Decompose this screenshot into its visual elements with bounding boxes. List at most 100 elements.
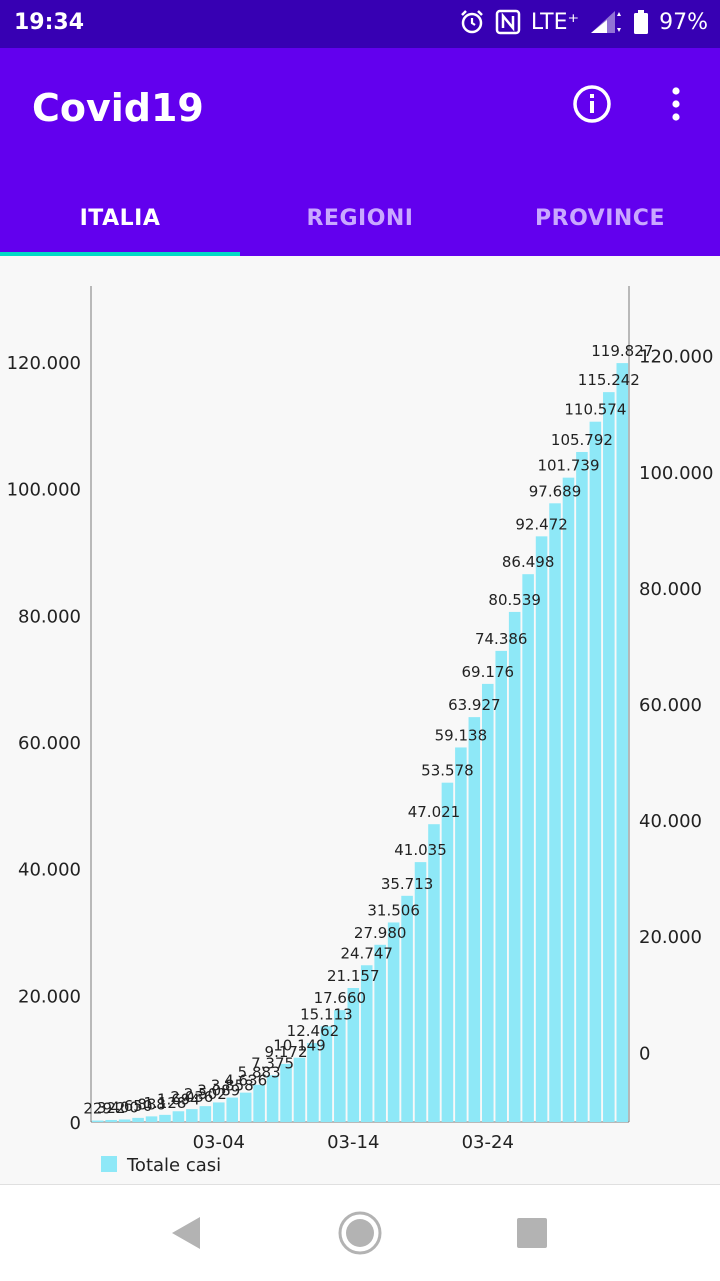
- right-tick-label: 80.000: [639, 579, 702, 600]
- bar-data-label: 53.578: [421, 762, 474, 780]
- info-icon[interactable]: [572, 84, 612, 124]
- bar: [226, 1097, 239, 1122]
- bar-data-label: 1.694: [157, 1090, 200, 1108]
- bar-data-label: 27.980: [354, 924, 407, 942]
- left-tick-label: 20.000: [18, 986, 81, 1007]
- bar: [428, 824, 440, 1122]
- bar-data-label: 59.138: [435, 726, 488, 744]
- bar: [508, 611, 521, 1122]
- bar-data-label: 74.386: [475, 630, 528, 648]
- recent-apps-icon[interactable]: [508, 1209, 556, 1257]
- bar-data-label: 12.462: [287, 1022, 340, 1040]
- bar: [307, 1043, 319, 1122]
- status-icons: LTE⁺ 97%: [459, 9, 708, 35]
- legend-label: Totale casi: [126, 1155, 221, 1176]
- bar: [387, 922, 400, 1122]
- totale-casi-chart[interactable]: 0 20.000 40.000 60.000 80.000 100.000 120.000 0…: [0, 256, 720, 1184]
- right-tick-label: 100.000: [639, 463, 713, 484]
- tab-italia[interactable]: ITALIA: [79, 205, 161, 231]
- bar: [374, 944, 386, 1122]
- bar-data-label: 97.689: [529, 482, 582, 500]
- bar: [266, 1075, 279, 1122]
- right-tick-label: 20.000: [639, 927, 702, 948]
- more-options-icon[interactable]: [662, 84, 690, 124]
- left-tick-label: 0: [70, 1113, 81, 1134]
- bar-data-label: 24.747: [340, 944, 393, 962]
- bar: [535, 536, 548, 1122]
- bar: [280, 1063, 292, 1122]
- bar: [589, 421, 602, 1122]
- bar-data-label: 15.113: [300, 1005, 353, 1023]
- right-tick-label: 0: [639, 1043, 650, 1064]
- bar: [105, 1119, 117, 1122]
- bar-data-label: 115.242: [578, 371, 640, 389]
- bar: [199, 1106, 212, 1122]
- bar: [132, 1117, 144, 1122]
- bar: [293, 1057, 306, 1122]
- bar-data-label: 69.176: [462, 663, 515, 681]
- x-tick-label: 03-04: [193, 1132, 245, 1153]
- bar-data-label: 31.506: [367, 901, 420, 919]
- bar-data-label: 2.036: [170, 1088, 213, 1106]
- right-tick-label: 60.000: [639, 695, 702, 716]
- x-tick-label: 03-24: [462, 1132, 514, 1153]
- app-title: Covid19: [32, 86, 204, 130]
- bar-data-label: 888: [137, 1095, 166, 1113]
- bar: [481, 683, 494, 1122]
- battery-icon: [634, 10, 649, 34]
- bar: [91, 1120, 104, 1122]
- bar-data-label: 9.172: [265, 1043, 308, 1061]
- bar: [334, 1010, 346, 1122]
- bar-data-label: 101.739: [537, 457, 599, 475]
- tab-regioni[interactable]: REGIONI: [306, 205, 414, 231]
- bar: [159, 1114, 171, 1122]
- bar-data-label: 3.089: [197, 1081, 240, 1099]
- bar-data-label: 7.375: [251, 1054, 294, 1072]
- bar-data-label: 650: [124, 1097, 153, 1115]
- bar-data-label: 47.021: [408, 803, 461, 821]
- bar-data-label: 3.858: [211, 1077, 254, 1095]
- bar: [253, 1084, 265, 1122]
- bar-data-label: 229: [83, 1100, 112, 1118]
- left-tick-label: 120.000: [7, 353, 81, 374]
- bar-data-label: 1.128: [143, 1094, 186, 1112]
- bar-data-label: 5.883: [238, 1064, 281, 1082]
- tab-province[interactable]: PROVINCE: [535, 205, 665, 231]
- bar-data-label: 110.574: [564, 401, 626, 419]
- left-tick-label: 40.000: [18, 860, 81, 881]
- bar-data-label: 92.472: [515, 515, 568, 533]
- bar: [239, 1092, 252, 1122]
- alarm-icon: [461, 10, 483, 34]
- bar: [562, 477, 575, 1122]
- bar: [468, 717, 481, 1122]
- bar-data-label: 4.636: [224, 1072, 267, 1090]
- bar: [145, 1116, 158, 1122]
- app-bar: Covid19 ITALIA REGIONI PROVINCE: [0, 48, 720, 256]
- bar: [495, 650, 508, 1122]
- nfc-icon: [495, 9, 521, 35]
- bar: [401, 895, 413, 1122]
- bar-data-label: 17.660: [314, 989, 367, 1007]
- bar-data-label: 322: [97, 1099, 126, 1117]
- left-tick-label: 60.000: [18, 733, 81, 754]
- bar-data-label: 41.035: [394, 841, 447, 859]
- system-nav-bar: [0, 1184, 720, 1281]
- bar: [320, 1026, 333, 1122]
- home-icon[interactable]: [336, 1209, 384, 1257]
- bar: [441, 782, 454, 1122]
- bar-data-label: 119.827: [591, 342, 653, 360]
- chart-container[interactable]: 0 20.000 40.000 60.000 80.000 100.000 120.000 0…: [0, 256, 720, 1184]
- tab-bar: ITALIA REGIONI PROVINCE: [0, 180, 720, 256]
- left-tick-label: 100.000: [7, 480, 81, 501]
- legend-swatch: [101, 1156, 117, 1172]
- bar-data-label: 10.149: [273, 1037, 326, 1055]
- bar-data-label: 35.713: [381, 875, 434, 893]
- network-type: LTE⁺: [530, 9, 580, 35]
- bar: [212, 1102, 225, 1122]
- back-icon[interactable]: [162, 1209, 210, 1257]
- bar-data-label: 400: [110, 1098, 139, 1116]
- bar: [186, 1109, 198, 1122]
- bar: [118, 1119, 131, 1122]
- x-tick-label: 03-14: [327, 1132, 379, 1153]
- bar: [414, 862, 427, 1122]
